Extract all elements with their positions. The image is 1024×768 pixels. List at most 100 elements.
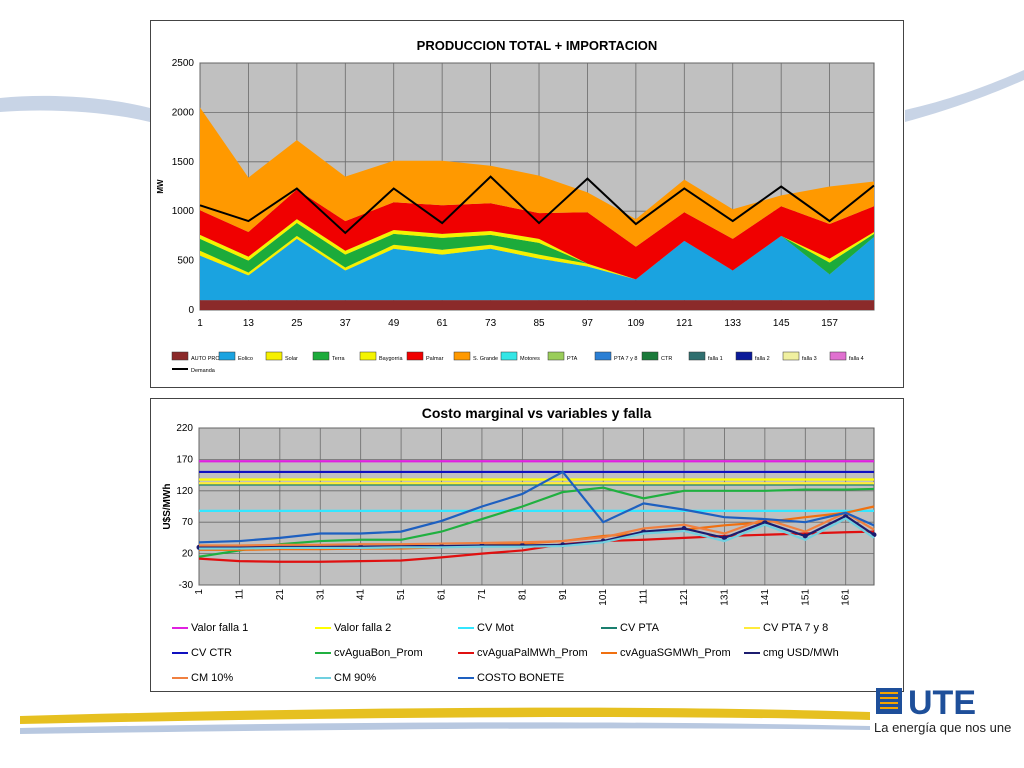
legend-label: Valor falla 2	[334, 622, 391, 634]
legend-swatch	[500, 351, 518, 361]
x-tick-label: 61	[437, 589, 448, 601]
x-tick-label: 11	[234, 589, 245, 600]
legend-label: falla 2	[755, 356, 770, 362]
y-tick-label: 0	[188, 305, 194, 316]
legend-label: AUTO PROD	[191, 356, 224, 362]
legend-swatch	[171, 351, 189, 361]
legend-swatch	[265, 351, 283, 361]
y-tick-label: 170	[176, 454, 193, 465]
legend-label: Demanda	[191, 368, 216, 374]
x-tick-label: 31	[315, 589, 326, 601]
swoosh-right	[905, 70, 1024, 122]
legend-label: COSTO BONETE	[477, 672, 564, 684]
x-tick-label: 13	[243, 318, 255, 329]
legend-label: CV Mot	[477, 622, 514, 634]
x-tick-label: 151	[800, 589, 811, 606]
area-series	[200, 235, 874, 280]
legend-label: CTR	[661, 356, 672, 362]
plot-area	[198, 427, 875, 586]
x-tick-label: 25	[291, 318, 303, 329]
x-tick-label: 121	[679, 589, 690, 606]
chart-marginal-cost: Costo marginal vs variables y falla -30 20…	[162, 405, 877, 684]
x-tick-label: 161	[841, 589, 852, 606]
legend-label: CV PTA	[620, 622, 660, 634]
legend-label: Valor falla 1	[191, 622, 248, 634]
legend-label: cvAguaSGMWh_Prom	[620, 647, 731, 659]
brand-block: UTE La energía que nos une	[872, 680, 1022, 750]
x-tick-label: 81	[517, 589, 528, 601]
legend-label: cvAguaPalMWh_Prom	[477, 647, 588, 659]
x-tick-label: 21	[275, 589, 286, 601]
chart-title: PRODUCCION TOTAL + IMPORTACION	[417, 38, 658, 53]
y-tick-label: 20	[182, 549, 194, 560]
legend-label: falla 4	[849, 356, 864, 362]
legend-swatch	[547, 351, 565, 361]
ute-logo-icon: UTE	[876, 684, 976, 720]
logo-text: UTE	[908, 684, 976, 720]
legend-label: Palmar	[426, 356, 444, 362]
x-tick-label: 73	[485, 318, 497, 329]
legend-swatch	[735, 351, 753, 361]
y-tick-label: 1000	[172, 206, 195, 217]
area-series	[200, 300, 874, 310]
y-tick-label: 1500	[172, 157, 195, 168]
x-tick-label: 97	[582, 318, 594, 329]
x-tick-label: 133	[724, 318, 741, 329]
x-tick-label: 1	[197, 318, 203, 329]
legend-label: PTA 7 y 8	[614, 356, 637, 362]
y-axis-label: MW	[156, 179, 165, 194]
swoosh-bottom-blue	[20, 722, 870, 734]
chart-title: Costo marginal vs variables y falla	[422, 405, 652, 421]
x-tick-label: 157	[821, 318, 838, 329]
y-tick-label: 2500	[172, 58, 195, 69]
x-tick-label: 37	[340, 318, 352, 329]
x-tick-label: 109	[628, 318, 645, 329]
legend-swatch	[594, 351, 612, 361]
legend-label: Solar	[285, 356, 298, 362]
legend-label: Baygorria	[379, 356, 403, 362]
x-tick-label: 121	[676, 318, 693, 329]
legend-label: CM 90%	[334, 672, 376, 684]
legend-label: cvAguaBon_Prom	[334, 647, 423, 659]
area-series	[200, 189, 874, 280]
x-tick-label: 91	[558, 589, 569, 601]
y-tick-label: 220	[176, 423, 193, 434]
y-tick-label: -30	[179, 580, 194, 591]
legend-swatch	[218, 351, 236, 361]
legend-label: CV PTA 7 y 8	[763, 622, 828, 634]
legend-label: cmg USD/MWh	[763, 647, 839, 659]
line-series	[199, 517, 875, 550]
series-point	[762, 519, 768, 525]
legend-label: Motores	[520, 356, 540, 362]
series-point	[802, 533, 808, 539]
x-tick-label: 49	[388, 318, 400, 329]
swoosh-bottom-gold	[20, 707, 870, 724]
area-series	[200, 223, 874, 280]
area-series	[200, 235, 874, 301]
legend-swatch	[688, 351, 706, 361]
x-tick-label: 85	[533, 318, 545, 329]
legend-label: PTA	[567, 356, 578, 362]
y-tick-label: 120	[176, 486, 193, 497]
line-series	[198, 470, 875, 544]
x-tick-label: 111	[639, 589, 650, 605]
series-point	[681, 525, 687, 531]
legend-label: Terra	[332, 356, 345, 362]
legend-swatch	[782, 351, 800, 361]
x-tick-label: 101	[598, 589, 609, 606]
legend-swatch	[453, 351, 471, 361]
legend-label: S. Grande	[473, 356, 498, 362]
x-tick-label: 61	[437, 318, 449, 329]
line-series	[199, 175, 875, 235]
y-tick-label: 70	[182, 517, 194, 528]
legend-label: CM 10%	[191, 672, 233, 684]
tagline: La energía que nos une	[874, 720, 1012, 735]
legend-swatch	[406, 351, 424, 361]
y-tick-label: 2000	[172, 107, 195, 118]
x-tick-label: 131	[719, 589, 730, 606]
line-series	[198, 486, 875, 558]
legend-swatch	[829, 351, 847, 361]
series-point	[721, 535, 727, 541]
legend-swatch	[312, 351, 330, 361]
x-tick-label: 141	[760, 589, 771, 606]
